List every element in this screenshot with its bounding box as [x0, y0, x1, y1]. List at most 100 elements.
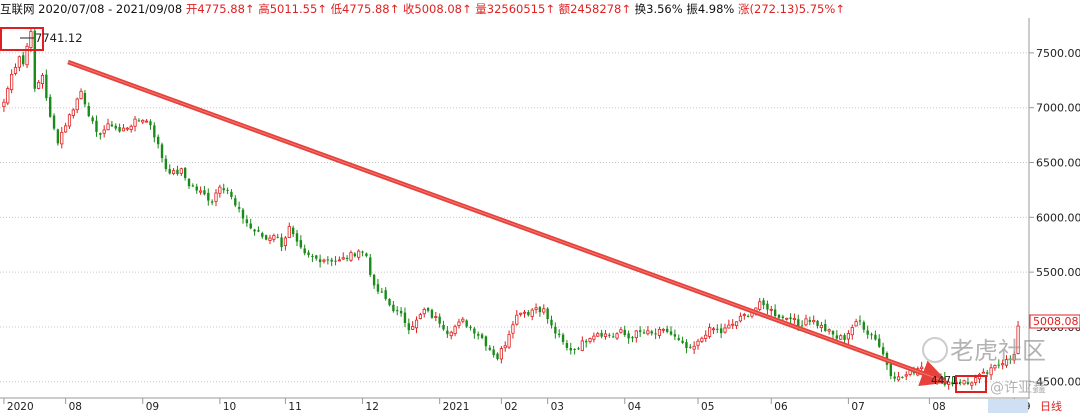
candle-body-down — [191, 185, 195, 187]
y-tick-label: 4500.00 — [1036, 376, 1080, 389]
candle-body-down — [45, 74, 48, 99]
candle-body-up — [453, 326, 457, 334]
candle-body-down — [330, 259, 333, 262]
candle-body-down — [241, 209, 245, 219]
candle-body-down — [230, 191, 233, 197]
candle-body-up — [106, 123, 110, 131]
candle-body-up — [357, 250, 361, 258]
x-tick-label: 03 — [551, 401, 564, 413]
candle-body-down — [226, 189, 229, 191]
volume-value: 量32560515↑ — [475, 2, 555, 16]
candle-body-up — [2, 101, 6, 108]
candle-body-down — [361, 251, 364, 253]
x-tick-label: 11 — [288, 401, 301, 413]
candle-body-up — [711, 328, 716, 331]
candle-body-up — [580, 340, 584, 351]
candle-body-down — [345, 257, 349, 260]
candle-body-down — [430, 309, 434, 318]
candle-body-down — [642, 332, 646, 334]
candle-body-down — [33, 30, 36, 89]
candle-body-up — [742, 314, 746, 316]
period-label[interactable]: 日线 — [1040, 399, 1062, 413]
open-value: 开4775.88↑ — [185, 2, 255, 16]
candle-body-up — [125, 127, 129, 130]
candle-body-down — [654, 333, 657, 335]
candle-body-down — [137, 120, 141, 122]
candle-body-up — [129, 125, 133, 130]
candle-body-down — [403, 312, 407, 324]
candle-body-down — [673, 334, 677, 337]
candle-body-down — [253, 229, 256, 232]
candle-body-down — [477, 334, 480, 336]
candle-body-up — [64, 125, 68, 133]
candle-body-down — [83, 92, 87, 105]
candle-body-down — [210, 201, 214, 203]
y-tick-label: 6500.00 — [1036, 157, 1080, 170]
candle-body-down — [160, 144, 164, 159]
candle-body-up — [503, 345, 507, 349]
candle-body-down — [631, 337, 634, 339]
candle-body-up — [283, 237, 288, 247]
candle-body-down — [195, 186, 198, 191]
x-tick-label: 05 — [701, 401, 714, 413]
high-value: 高5011.55↑ — [258, 2, 327, 16]
candle-body-down — [843, 335, 846, 341]
candle-body-up — [592, 335, 596, 340]
candle-body-down — [773, 309, 777, 316]
candle-body-down — [203, 190, 206, 195]
candle-body-up — [634, 330, 638, 339]
candle-body-down — [91, 117, 94, 122]
candle-body-up — [75, 98, 79, 111]
candle-body-down — [627, 333, 630, 339]
candle-body-down — [1009, 358, 1012, 360]
candle-body-up — [511, 324, 515, 334]
candle-body-down — [245, 219, 249, 224]
candle-body-up — [218, 186, 222, 194]
period-highlight — [988, 399, 1028, 413]
candle-body-up — [696, 340, 700, 346]
candle-body-down — [384, 290, 387, 299]
candle-body-down — [438, 316, 441, 324]
candle-body-up — [785, 317, 789, 320]
last-price-box — [1029, 314, 1080, 329]
candle-body-up — [850, 327, 854, 336]
candle-body-down — [307, 252, 310, 256]
candle-body-up — [731, 323, 735, 326]
candle-body-up — [993, 365, 997, 369]
x-tick-label: 2021 — [443, 401, 470, 413]
candle-body-up — [920, 366, 924, 369]
candle-body-up — [970, 382, 974, 386]
candle-body-down — [611, 336, 615, 338]
candle-body-up — [989, 367, 993, 376]
candle-body-down — [569, 348, 572, 351]
candle-body-down — [376, 284, 380, 292]
candle-body-up — [268, 237, 272, 241]
candle-body-up — [1012, 354, 1016, 361]
candle-body-up — [707, 327, 712, 337]
candle-body-down — [95, 120, 98, 133]
candle-body-up — [102, 129, 106, 134]
candle-body-up — [758, 301, 762, 310]
candle-body-up — [25, 45, 29, 66]
candle-body-up — [337, 259, 342, 262]
candle-body-up — [515, 314, 519, 325]
candle-body-up — [727, 324, 731, 329]
max-highlight-box — [0, 27, 44, 51]
candle-body-up — [723, 327, 727, 333]
candle-body-down — [824, 324, 827, 331]
candle-body-down — [257, 230, 260, 232]
candle-body-down — [380, 291, 384, 293]
candle-body-up — [60, 131, 64, 145]
candle-body-down — [797, 319, 800, 327]
candle-body-down — [110, 124, 114, 127]
candle-body-down — [870, 334, 873, 336]
candle-body-down — [554, 326, 557, 334]
candle-body-down — [183, 167, 187, 179]
candle-body-up — [792, 318, 797, 321]
candle-body-down — [546, 308, 549, 320]
candle-body-down — [446, 330, 449, 335]
candle-body-down — [315, 255, 318, 259]
candle-body-up — [457, 321, 461, 326]
candle-body-down — [997, 364, 1000, 366]
